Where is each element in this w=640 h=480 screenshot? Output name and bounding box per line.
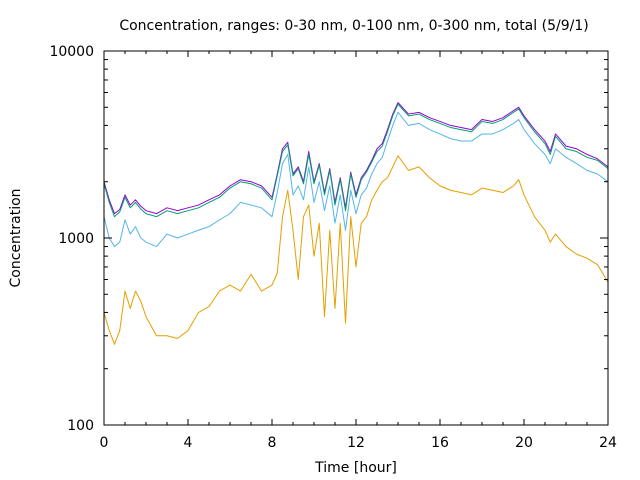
series-line-3: [103, 111, 609, 248]
x-tick-label: 16: [431, 435, 449, 451]
x-tick-label: 4: [184, 435, 193, 451]
x-axis: 0 4 8 12 16 20 24: [100, 51, 617, 451]
series-line-1: [103, 102, 609, 215]
y-axis: 100 1000 10000: [49, 44, 608, 434]
x-tick-label: 12: [347, 435, 365, 451]
y-tick-label: 10000: [49, 44, 94, 60]
x-tick-label: 20: [515, 435, 533, 451]
x-tick-label: 8: [268, 435, 277, 451]
y-axis-label: Concentration: [8, 188, 24, 287]
x-axis-label: Time [hour]: [314, 460, 397, 476]
chart-title: Concentration, ranges: 0-30 nm, 0-100 nm…: [119, 18, 588, 34]
x-tick-label: 24: [599, 435, 617, 451]
y-tick-label: 100: [67, 418, 94, 434]
series-line-2: [103, 103, 609, 218]
series-line-4: [103, 155, 609, 345]
y-tick-label: 1000: [58, 231, 94, 247]
plot-frame: [103, 50, 609, 426]
x-tick-label: 0: [100, 435, 109, 451]
series-layer: [103, 102, 609, 345]
